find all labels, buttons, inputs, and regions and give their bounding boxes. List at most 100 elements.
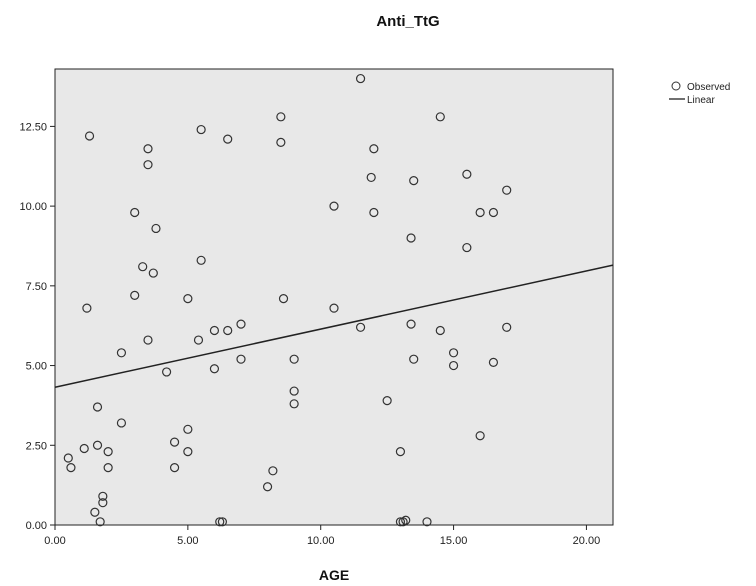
observed-point — [398, 517, 408, 527]
observed-point — [366, 172, 376, 183]
observed-point — [183, 293, 193, 304]
y-tick-label: 5.00 — [26, 361, 47, 373]
observed-point — [236, 354, 246, 364]
observed-point — [355, 73, 366, 84]
observed-point — [82, 303, 92, 313]
observed-point — [395, 517, 406, 527]
observed-point — [462, 169, 472, 179]
observed-point — [409, 176, 419, 186]
observed-point — [90, 507, 100, 517]
observed-point — [268, 466, 278, 476]
observed-point — [209, 364, 220, 374]
observed-point — [369, 207, 379, 218]
observed-point — [382, 396, 392, 406]
observed-point — [488, 357, 499, 367]
legend-observed-label: Observed — [687, 82, 730, 93]
y-tick-label: 12.50 — [19, 121, 47, 133]
observed-point — [278, 293, 289, 304]
x-tick-label: 15.00 — [440, 535, 468, 547]
x-axis-label: AGE — [319, 567, 349, 583]
y-tick-label: 10.00 — [19, 201, 47, 213]
observed-point — [475, 207, 485, 218]
observed-point — [98, 491, 108, 501]
legend-linear-label: Linear — [687, 95, 715, 106]
observed-point — [209, 325, 220, 336]
legend: Observed Linear — [669, 81, 730, 106]
observed-point — [116, 418, 127, 428]
observed-point — [148, 268, 158, 278]
observed-point — [236, 319, 246, 329]
observed-point — [369, 144, 379, 154]
observed-point — [183, 424, 193, 434]
observed-point — [406, 233, 416, 243]
observed-point — [462, 242, 472, 253]
observed-point — [169, 437, 180, 447]
observed-point — [183, 447, 193, 457]
observed-point — [422, 517, 432, 527]
observed-point — [401, 515, 411, 525]
observed-point — [79, 443, 89, 454]
linear-fit-layer — [54, 264, 614, 388]
y-tick-label: 2.50 — [26, 440, 47, 452]
observed-point — [103, 463, 113, 473]
observed-point — [262, 482, 273, 492]
observed-point — [143, 335, 153, 345]
observed-point — [143, 144, 153, 154]
observed-points-layer — [63, 73, 512, 527]
observed-point — [98, 498, 108, 508]
x-tick-label: 10.00 — [307, 535, 335, 547]
observed-point — [92, 440, 103, 450]
observed-point — [130, 290, 140, 301]
observed-point — [435, 112, 445, 122]
observed-point — [289, 399, 299, 409]
observed-point — [92, 402, 103, 412]
observed-point — [84, 131, 95, 141]
observed-point — [502, 185, 512, 195]
observed-point — [130, 207, 140, 218]
observed-point — [217, 517, 227, 527]
observed-point — [143, 160, 153, 170]
observed-point — [475, 431, 485, 441]
observed-point — [289, 354, 299, 364]
observed-point — [395, 447, 406, 457]
observed-point — [502, 322, 512, 332]
observed-point — [435, 325, 445, 336]
observed-point — [196, 255, 206, 265]
observed-point — [223, 325, 233, 336]
observed-point — [196, 124, 206, 135]
chart-title: Anti_TtG — [376, 13, 439, 30]
observed-point — [151, 223, 161, 234]
observed-point — [193, 335, 204, 345]
y-tick-label: 7.50 — [26, 281, 47, 293]
observed-point — [66, 463, 76, 473]
x-tick-label: 20.00 — [573, 535, 601, 547]
observed-point — [488, 207, 499, 218]
observed-point — [103, 447, 113, 457]
observed-point — [448, 360, 459, 371]
observed-point — [289, 386, 299, 396]
observed-point — [223, 134, 233, 144]
observed-point — [95, 517, 105, 527]
y-tick-label: 0.00 — [26, 520, 47, 532]
observed-point — [162, 367, 172, 377]
linear-fit-line — [54, 264, 614, 388]
observed-point — [169, 463, 180, 473]
observed-point — [138, 262, 148, 272]
x-tick-label: 5.00 — [177, 535, 198, 547]
x-axis: 0.00 5.00 10.00 15.00 20.00 — [44, 525, 600, 547]
observed-point — [116, 348, 127, 358]
legend-observed-marker — [671, 81, 681, 91]
observed-point — [406, 319, 416, 329]
observed-point — [276, 137, 286, 147]
observed-point — [276, 112, 286, 122]
observed-point — [63, 453, 73, 463]
observed-point — [215, 517, 225, 527]
observed-point — [355, 322, 366, 332]
observed-point — [329, 303, 339, 313]
observed-point — [448, 348, 459, 358]
y-axis: 0.00 2.50 5.00 7.50 10.00 12.50 — [19, 121, 55, 532]
observed-point — [409, 354, 419, 364]
observed-point — [329, 201, 339, 211]
x-tick-label: 0.00 — [44, 535, 65, 547]
